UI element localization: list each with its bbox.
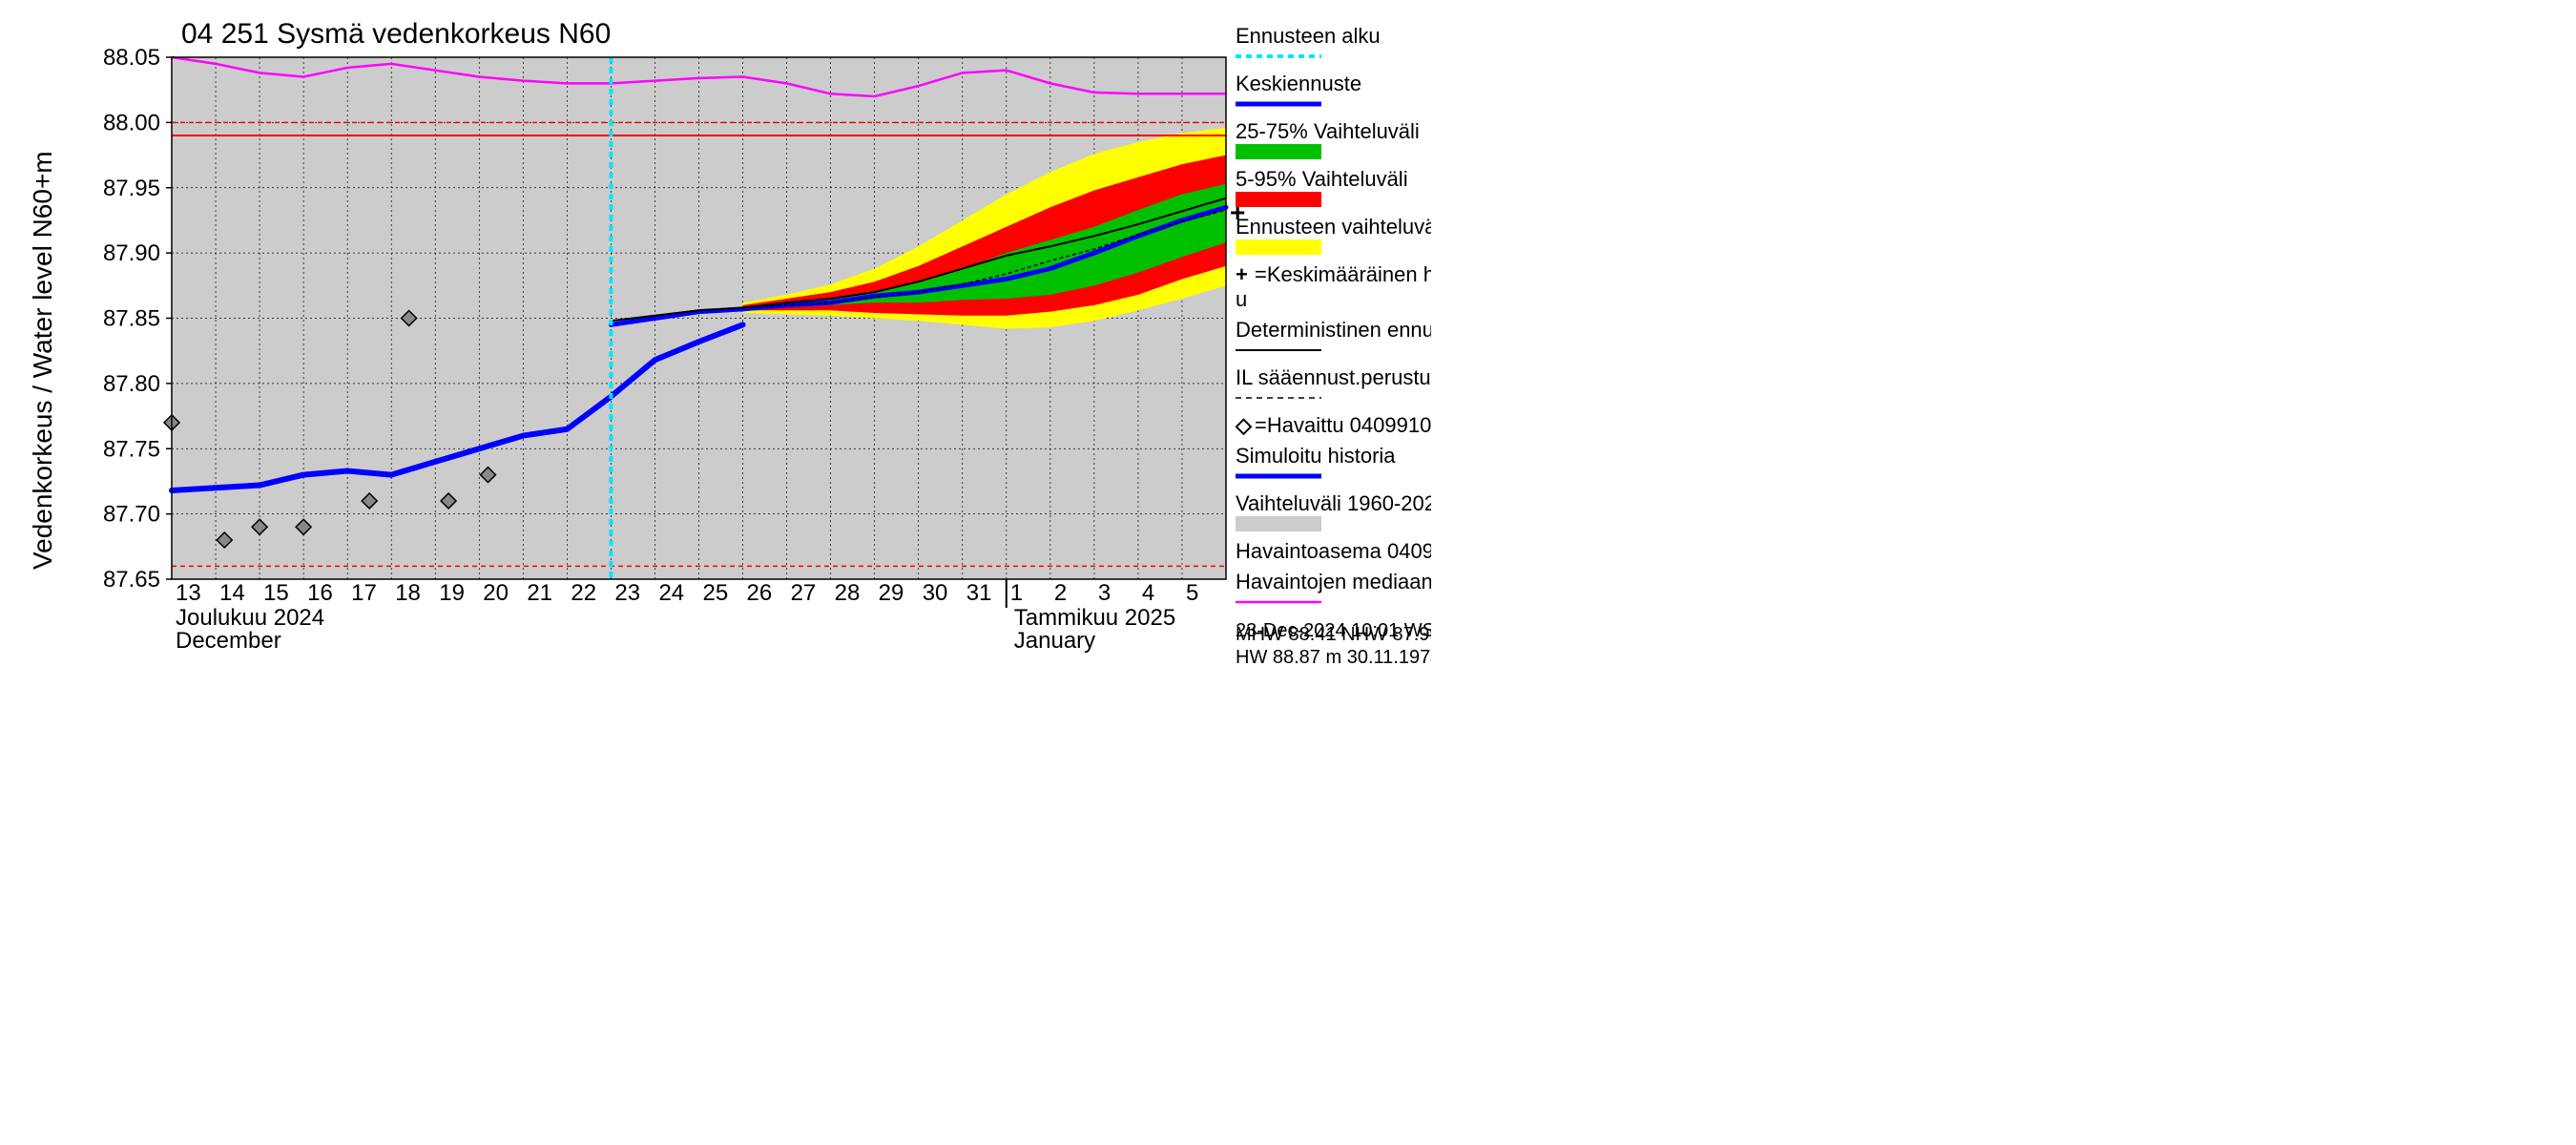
y-tick-label: 87.90 (103, 240, 160, 266)
x-tick-label: 25 (703, 580, 729, 606)
legend-label: Ennusteen vaihteluväli (1236, 215, 1431, 239)
x-tick-label: 26 (747, 580, 773, 606)
x-tick-label: 17 (351, 580, 377, 606)
x-tick-label: 21 (527, 580, 552, 606)
y-tick-label: 87.65 (103, 567, 160, 593)
y-tick-label: 87.75 (103, 436, 160, 462)
x-tick-label: 27 (791, 580, 817, 606)
y-tick-label: 87.80 (103, 371, 160, 397)
x-tick-label: 20 (483, 580, 509, 606)
legend-symbol: ◇ (1235, 413, 1253, 437)
x-tick-label: 31 (966, 580, 992, 606)
y-tick-label: 87.85 (103, 306, 160, 332)
legend-swatch (1236, 239, 1321, 255)
x-tick-label: 1 (1010, 580, 1023, 606)
x-tick-label: 23 (614, 580, 640, 606)
y-tick-label: 87.95 (103, 176, 160, 201)
x-tick-label: 18 (395, 580, 421, 606)
chart-title: 04 251 Sysmä vedenkorkeus N60 (181, 18, 611, 50)
y-tick-label: 88.05 (103, 45, 160, 71)
legend-label: Havaintoasema 0409910 (1236, 539, 1431, 563)
legend-label: Deterministinen ennuste (1236, 318, 1431, 342)
legend-label: 25-75% Vaihteluväli (1236, 119, 1420, 143)
x-tick-label: 4 (1142, 580, 1154, 606)
legend-swatch (1236, 144, 1321, 159)
legend-label: Ennusteen alku (1236, 24, 1381, 48)
x-tick-label: 2 (1054, 580, 1067, 606)
x-tick-label: 15 (263, 580, 289, 606)
month1-en: December (176, 628, 281, 654)
chart-container: +87.65 87.70 87.75 87.80 87.85 87.90 87.95 88.0… (0, 0, 1431, 668)
legend-label: Vaihteluväli 1960-2023 (1236, 491, 1431, 515)
x-tick-label: 22 (571, 580, 596, 606)
x-tick-label: 13 (176, 580, 201, 606)
legend-label: IL sääennust.perustuva (1236, 365, 1431, 389)
x-tick-label: 24 (658, 580, 684, 606)
x-tick-label: 5 (1186, 580, 1198, 606)
legend-label: Simuloitu historia (1236, 444, 1396, 468)
y-tick-label: 87.70 (103, 502, 160, 528)
legend-label-cont: u (1236, 287, 1247, 311)
legend-swatch (1236, 192, 1321, 207)
month1-fi: Joulukuu 2024 (176, 605, 324, 631)
month2-fi: Tammikuu 2025 (1014, 605, 1175, 631)
legend-label: =Keskimääräinen huipp (1255, 262, 1431, 286)
legend-symbol: + (1236, 262, 1248, 286)
x-tick-label: 3 (1098, 580, 1111, 606)
chart-svg: +87.65 87.70 87.75 87.80 87.85 87.90 87.95 88.0… (0, 0, 1431, 668)
y-axis-label: Vedenkorkeus / Water level N60+m (28, 151, 57, 570)
legend-label: 5-95% Vaihteluväli (1236, 167, 1408, 191)
x-tick-label: 14 (219, 580, 245, 606)
legend-label: =Havaittu 0409910 (1255, 413, 1431, 437)
legend-swatch (1236, 516, 1321, 531)
stats-line: HW 88.87 m 30.11.1974 (1236, 647, 1431, 668)
x-tick-label: 28 (835, 580, 861, 606)
month2-en: January (1014, 628, 1095, 654)
y-tick-label: 88.00 (103, 110, 160, 135)
x-tick-label: 19 (439, 580, 465, 606)
legend-label: Havaintojen mediaani (1236, 570, 1431, 593)
x-tick-label: 29 (879, 580, 904, 606)
x-tick-label: 16 (307, 580, 333, 606)
footer-timestamp: 23-Dec-2024 10:01 WSFS-O (1236, 620, 1431, 641)
x-tick-label: 30 (923, 580, 948, 606)
legend-label: Keskiennuste (1236, 72, 1361, 95)
